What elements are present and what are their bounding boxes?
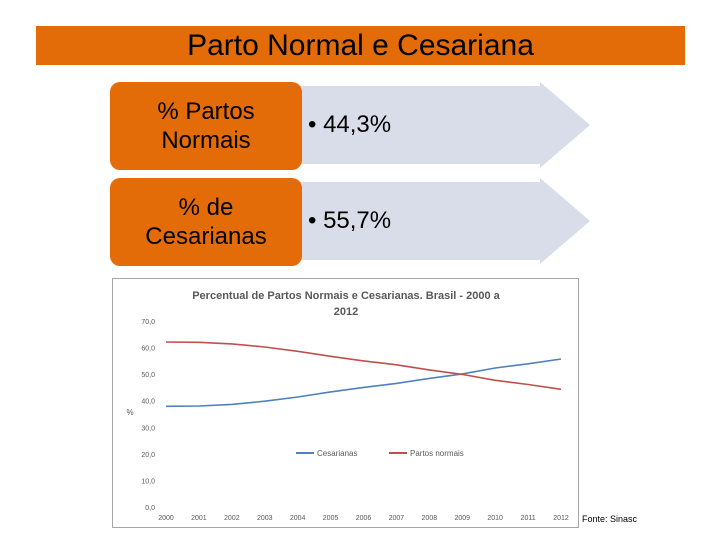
legend-label: Cesarianas xyxy=(317,449,357,458)
stat-label-line2: Cesarianas xyxy=(145,223,267,250)
series-line-partos-normais xyxy=(165,341,562,391)
arrow-shape xyxy=(250,178,590,264)
y-tick-label: 60,0 xyxy=(141,346,155,353)
y-axis-label: % xyxy=(126,408,133,417)
y-tick-label: 10,0 xyxy=(141,478,155,485)
y-tick-label: 70,0 xyxy=(141,319,155,326)
y-tick-label: 20,0 xyxy=(141,452,155,459)
y-tick-label: 30,0 xyxy=(141,425,155,432)
x-tick-label: 2011 xyxy=(521,515,536,522)
x-tick-label: 2003 xyxy=(257,515,273,522)
arrow-shape xyxy=(250,82,590,168)
chart-container: Percentual de Partos Normais e Cesariana… xyxy=(112,278,579,528)
x-tick-label: 2007 xyxy=(389,515,405,522)
x-tick-label: 2009 xyxy=(454,515,470,522)
source-note: Fonte: Sinasc xyxy=(582,514,638,524)
line-chart: Percentual de Partos Normais e Cesariana… xyxy=(126,290,569,522)
series-line-cesarianas xyxy=(165,358,562,408)
x-tick-label: 2000 xyxy=(158,515,174,522)
x-tick-label: 2012 xyxy=(553,515,569,522)
stat-value-cesarianas: • 55,7% xyxy=(308,207,392,234)
x-tick-label: 2002 xyxy=(224,515,240,522)
x-tick-label: 2006 xyxy=(356,515,372,522)
stat-arrow-cesarianas: • 55,7% xyxy=(250,178,590,264)
legend-label: Partos normais xyxy=(410,449,464,458)
stat-value-normais: • 44,3% xyxy=(308,111,392,138)
y-tick-label: 50,0 xyxy=(141,372,155,379)
stat-label-cesarianas: % de Cesarianas xyxy=(110,178,302,266)
y-tick-label: 40,0 xyxy=(141,399,155,406)
slide-title: Parto Normal e Cesariana xyxy=(36,26,685,65)
x-tick-label: 2005 xyxy=(323,515,339,522)
stat-arrow-normais: • 44,3% xyxy=(250,82,590,168)
stat-label-line2: Normais xyxy=(161,127,251,154)
chart-title-line1: Percentual de Partos Normais e Cesariana… xyxy=(192,290,500,302)
stat-label-normais: % Partos Normais xyxy=(110,82,302,170)
x-tick-label: 2008 xyxy=(422,515,438,522)
x-tick-label: 2001 xyxy=(191,515,207,522)
x-tick-label: 2004 xyxy=(290,515,306,522)
x-tick-label: 2010 xyxy=(487,515,503,522)
stat-label-line1: % Partos xyxy=(157,98,255,125)
chart-title-line2: 2012 xyxy=(334,306,358,318)
y-tick-label: 0,0 xyxy=(145,505,155,512)
stat-label-line1: % de xyxy=(178,194,234,221)
